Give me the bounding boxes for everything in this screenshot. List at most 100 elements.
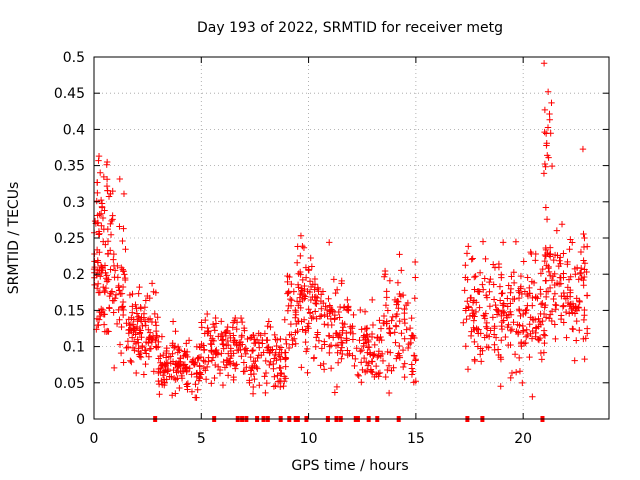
data-point — [332, 342, 340, 349]
data-point — [108, 217, 115, 225]
data-point — [374, 353, 381, 361]
data-point — [282, 336, 290, 343]
data-point — [578, 265, 585, 272]
data-point — [95, 152, 103, 160]
data-point — [176, 384, 183, 392]
data-point — [491, 324, 498, 332]
data-point — [344, 347, 351, 354]
data-point — [181, 365, 189, 372]
data-point — [307, 296, 315, 304]
data-point — [490, 331, 498, 338]
data-point — [251, 362, 258, 369]
data-point — [155, 369, 162, 377]
data-point — [546, 110, 553, 118]
data-point — [211, 361, 219, 369]
data-point — [238, 318, 246, 326]
data-point — [562, 308, 570, 316]
data-point — [355, 372, 362, 380]
data-point — [558, 220, 566, 228]
data-point — [569, 309, 576, 316]
data-point — [333, 286, 341, 293]
data-point — [541, 160, 549, 168]
data-point — [479, 238, 487, 245]
data-point — [232, 314, 239, 322]
data-point — [341, 303, 348, 311]
data-point — [465, 243, 472, 250]
data-point — [93, 197, 100, 205]
data-point — [486, 278, 493, 286]
data-point — [141, 304, 149, 311]
data-point — [208, 380, 215, 387]
data-point — [168, 373, 175, 381]
data-point — [116, 175, 123, 183]
data-point — [364, 344, 372, 351]
data-point — [288, 280, 295, 288]
data-point — [142, 360, 149, 368]
data-point — [535, 336, 543, 344]
data-point — [233, 341, 240, 348]
data-point — [572, 305, 579, 312]
data-point — [360, 333, 367, 341]
data-point — [540, 327, 548, 334]
data-point — [539, 317, 546, 325]
data-point — [471, 273, 478, 281]
data-point — [99, 214, 107, 222]
data-point — [386, 277, 394, 284]
data-point — [264, 336, 271, 344]
data-point — [116, 341, 124, 348]
data-point — [312, 308, 319, 315]
data-point — [546, 116, 553, 123]
data-point — [105, 193, 113, 200]
data-point — [322, 303, 329, 310]
data-point — [403, 326, 410, 333]
data-point — [302, 293, 309, 300]
data-point — [150, 288, 157, 295]
data-point — [576, 327, 583, 334]
data-point — [583, 292, 591, 299]
data-point — [93, 285, 101, 292]
data-point — [541, 332, 549, 339]
data-point — [504, 295, 511, 302]
data-point — [393, 301, 400, 308]
data-point — [202, 376, 210, 383]
data-point — [507, 327, 514, 334]
data-point — [390, 364, 397, 371]
data-point — [302, 327, 310, 334]
data-point — [512, 369, 520, 376]
data-point — [175, 345, 182, 353]
data-point — [545, 315, 553, 322]
data-point — [576, 297, 583, 305]
data-point — [526, 320, 533, 328]
data-point — [477, 330, 484, 337]
y-tick-label: 0.45 — [54, 86, 85, 102]
data-point — [401, 373, 408, 381]
x-tick-label: 20 — [514, 431, 532, 447]
data-point — [507, 311, 515, 318]
data-point — [499, 289, 506, 297]
data-point — [107, 231, 115, 238]
data-point — [498, 274, 505, 281]
data-point — [483, 319, 491, 327]
data-point — [528, 335, 536, 342]
data-point — [142, 338, 150, 346]
data-point — [542, 301, 549, 309]
data-point — [233, 361, 240, 368]
data-point — [120, 225, 127, 232]
data-point — [202, 367, 209, 374]
data-point — [230, 332, 237, 339]
data-point — [118, 323, 125, 331]
data-point — [487, 275, 494, 283]
data-point — [281, 316, 288, 323]
data-point — [285, 344, 293, 352]
data-point — [560, 270, 567, 277]
data-point — [285, 302, 292, 310]
data-point — [566, 310, 573, 317]
data-point — [282, 355, 290, 362]
data-point — [320, 299, 327, 307]
data-point — [216, 370, 224, 377]
data-point — [401, 316, 408, 323]
data-point — [582, 335, 589, 342]
data-point — [477, 351, 484, 358]
data-point — [198, 324, 206, 331]
data-point — [376, 369, 384, 377]
